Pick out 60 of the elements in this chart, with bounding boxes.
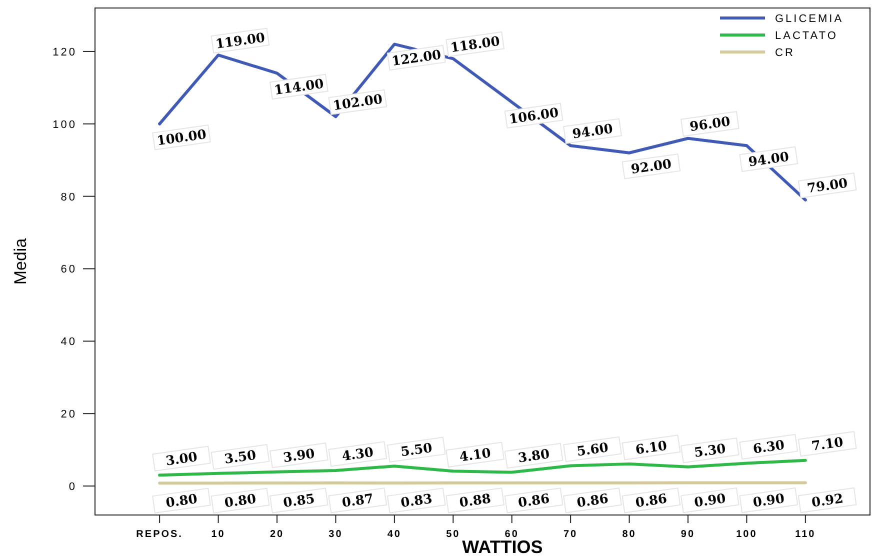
x-tick-label: REPOS. (136, 529, 183, 540)
data-label: 114.00 (273, 76, 325, 99)
data-label: 5.30 (693, 442, 727, 461)
x-tick-label: 50 (446, 529, 460, 540)
data-label: 0.80 (164, 492, 198, 512)
data-label: 3.80 (517, 447, 551, 466)
data-label: 3.00 (164, 450, 198, 470)
data-label: 0.90 (752, 492, 786, 511)
data-label: 0.86 (634, 492, 668, 512)
x-tick-label: 20 (270, 529, 284, 540)
y-tick-label: 100 (52, 118, 77, 131)
x-tick-label: 90 (680, 529, 696, 540)
data-label: 92.00 (630, 157, 673, 178)
data-label: 7.10 (810, 435, 844, 454)
data-label: 3.90 (282, 446, 316, 466)
legend-label: LACTATO (775, 30, 838, 42)
data-label: 122.00 (390, 48, 442, 70)
data-label: 0.83 (400, 492, 434, 512)
legend-label: CR (775, 47, 795, 59)
data-label: 100.00 (156, 127, 208, 150)
x-tick-label: 80 (622, 529, 636, 540)
x-tick-label: 30 (328, 529, 343, 540)
x-tick-label: 10 (211, 529, 226, 540)
y-tick-label: 60 (60, 264, 77, 276)
y-tick-label: 20 (60, 408, 77, 421)
data-label: 4.30 (341, 445, 375, 465)
x-tick-label: 60 (504, 529, 519, 540)
data-label: 0.88 (458, 492, 492, 511)
data-label: 79.00 (806, 176, 849, 197)
data-label: 118.00 (450, 34, 501, 56)
data-label: 6.10 (634, 438, 668, 458)
data-label: 94.00 (748, 150, 790, 170)
x-axis-title: WATTIOS (462, 537, 543, 557)
data-label: 0.86 (517, 492, 551, 512)
data-label: 102.00 (332, 92, 384, 114)
y-axis-title: Media (11, 238, 30, 285)
data-label: 119.00 (214, 30, 266, 52)
data-label: 0.92 (810, 492, 844, 511)
y-tick-label: 120 (52, 46, 77, 58)
data-label: 5.50 (400, 440, 434, 460)
data-label: 96.00 (688, 114, 732, 136)
data-label: 0.80 (224, 492, 258, 512)
data-label: 0.87 (341, 492, 375, 512)
data-label: 94.00 (571, 122, 614, 142)
data-label: 106.00 (508, 106, 560, 128)
x-tick-label: 40 (387, 529, 402, 540)
data-label: 4.10 (458, 446, 492, 466)
data-label: 5.60 (576, 440, 610, 460)
data-label: 0.86 (576, 492, 610, 512)
data-label: 3.50 (224, 448, 258, 468)
y-tick-label: 40 (60, 336, 77, 348)
y-tick-label: 0 (68, 481, 77, 494)
x-tick-label: 110 (795, 529, 816, 540)
x-tick-label: 100 (736, 529, 758, 540)
legend-label: GLICEMIA (775, 13, 844, 25)
x-tick-label: 70 (564, 529, 578, 540)
data-label: 6.30 (752, 438, 786, 458)
data-label: 0.85 (282, 492, 316, 512)
data-label: 0.90 (693, 492, 727, 511)
y-tick-label: 80 (60, 191, 77, 204)
